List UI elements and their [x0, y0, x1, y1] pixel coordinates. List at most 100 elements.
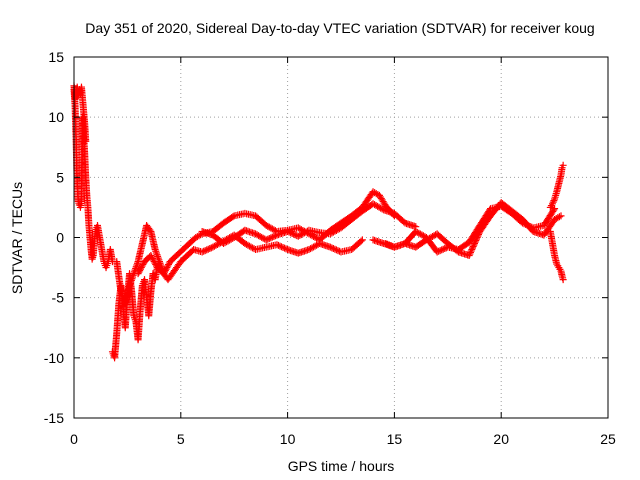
data-point	[297, 231, 305, 239]
data-point	[331, 245, 339, 253]
chart-title: Day 351 of 2020, Sidereal Day-to-day VTE…	[85, 20, 594, 36]
data-point	[326, 243, 334, 251]
series-arc-late-b	[382, 199, 565, 260]
data-point	[245, 242, 253, 250]
data-point	[555, 213, 563, 221]
data-point	[201, 247, 209, 255]
data-point	[264, 235, 272, 243]
x-tick-label: 25	[600, 431, 616, 447]
data-point	[369, 200, 377, 208]
data-point	[127, 278, 135, 286]
data-point	[550, 197, 558, 205]
data-point	[422, 236, 430, 244]
y-tick-label: -10	[44, 350, 64, 366]
data-point	[129, 273, 137, 281]
data-point	[429, 232, 437, 240]
data-point	[207, 244, 215, 252]
data-point	[273, 241, 281, 249]
data-point	[310, 243, 318, 251]
data-point	[470, 241, 478, 249]
data-point	[372, 202, 380, 210]
data-point	[282, 245, 290, 253]
data-point	[466, 249, 474, 257]
y-tick-label: 15	[48, 49, 64, 65]
data-point	[262, 236, 270, 244]
data-point	[204, 245, 212, 253]
data-point	[152, 247, 160, 255]
data-point	[267, 234, 275, 242]
data-point	[473, 234, 481, 241]
series-arc-end-up	[546, 161, 567, 211]
data-point	[294, 232, 302, 240]
data-point	[82, 137, 90, 145]
data-point	[378, 205, 386, 213]
data-point	[258, 233, 266, 241]
data-point	[135, 268, 143, 276]
data-point	[374, 202, 382, 210]
data-point	[311, 233, 319, 241]
data-point	[285, 228, 293, 236]
y-axis-ticks: -15 -10 -5 0 5 10 15	[44, 49, 608, 426]
data-point	[252, 230, 260, 238]
data-point	[466, 250, 474, 258]
data-point	[296, 231, 304, 239]
grid-lines	[74, 57, 608, 418]
data-point	[329, 228, 337, 236]
data-point	[296, 225, 304, 233]
data-point	[154, 252, 162, 260]
data-point	[467, 247, 475, 255]
x-tick-label: 0	[70, 431, 78, 447]
data-point	[413, 228, 421, 236]
data-point	[126, 282, 134, 290]
data-point	[308, 244, 316, 252]
data-point	[149, 256, 157, 264]
data-point	[299, 230, 307, 238]
data-point	[274, 241, 282, 249]
data-point	[148, 255, 156, 263]
data-point	[265, 223, 273, 231]
data-point	[438, 246, 446, 254]
data-point	[311, 242, 319, 250]
data-point	[247, 243, 255, 251]
data-point	[129, 271, 137, 279]
x-tick-label: 15	[387, 431, 403, 447]
data-point	[136, 267, 144, 275]
data-point	[334, 247, 342, 255]
data-point	[465, 252, 473, 260]
data-point	[357, 237, 365, 245]
x-axis-label: GPS time / hours	[288, 458, 395, 474]
data-point	[134, 270, 142, 278]
data-point	[382, 240, 390, 248]
data-point	[227, 235, 235, 243]
data-point	[203, 246, 211, 254]
data-point	[424, 235, 432, 243]
data-point	[471, 240, 478, 248]
x-axis-ticks: 0 5 10 15 20 25	[70, 57, 616, 447]
data-point	[279, 243, 287, 251]
data-point	[264, 222, 272, 230]
data-point	[559, 276, 567, 284]
data-point	[468, 244, 476, 252]
data-point	[441, 245, 449, 253]
data-point	[559, 161, 567, 169]
data-point	[270, 232, 278, 240]
data-point	[439, 245, 447, 253]
data-point	[224, 237, 232, 245]
y-tick-label: 5	[56, 169, 64, 185]
data-point	[474, 232, 482, 240]
x-tick-label: 5	[177, 431, 185, 447]
data-point	[375, 203, 383, 211]
data-point	[276, 242, 284, 250]
data-point	[332, 226, 340, 234]
data-point	[127, 276, 135, 284]
data-point	[165, 261, 173, 269]
data-point	[146, 226, 154, 234]
data-point	[161, 268, 169, 276]
data-point	[132, 263, 140, 271]
data-point	[265, 235, 273, 243]
data-point	[468, 246, 476, 254]
data-point	[306, 245, 314, 253]
data-point	[415, 229, 423, 237]
data-point	[253, 231, 261, 239]
